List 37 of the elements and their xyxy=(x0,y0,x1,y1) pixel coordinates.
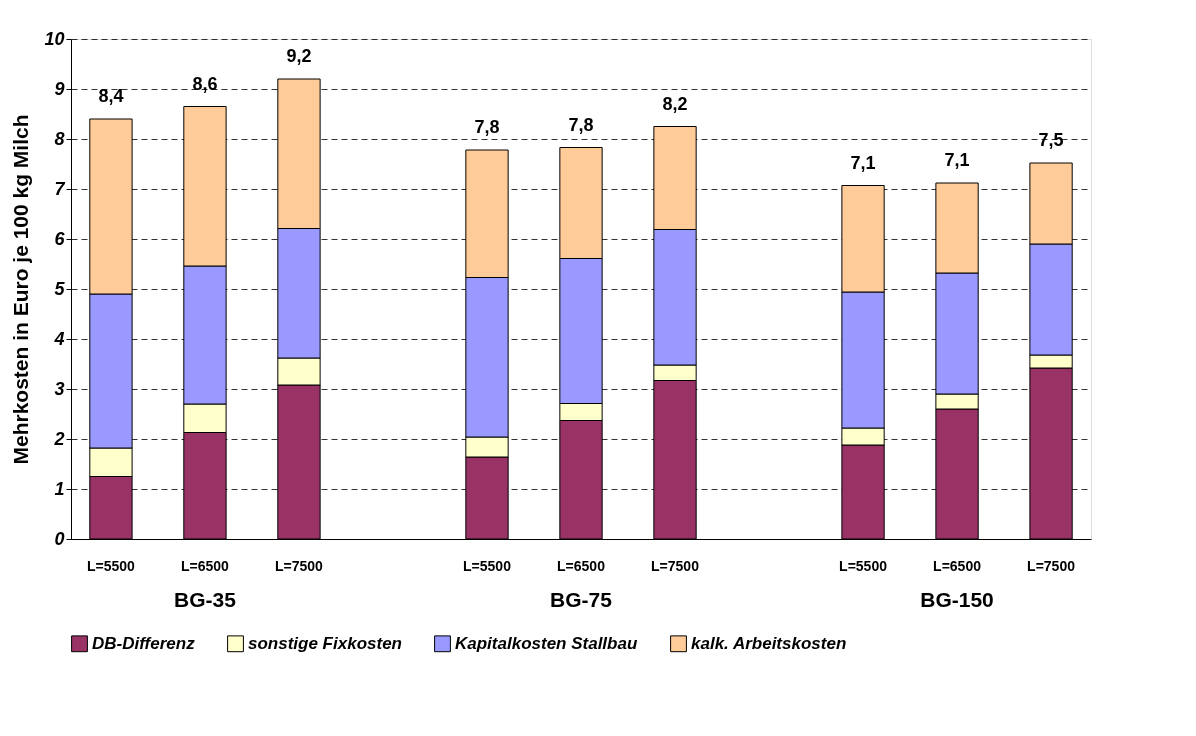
y-tick-label: 2 xyxy=(53,428,65,449)
total-label: 7,1 xyxy=(944,150,970,170)
x-tick-label: L=7500 xyxy=(651,557,700,574)
y-tick-label: 6 xyxy=(54,228,66,249)
x-tick-label: L=6500 xyxy=(933,557,982,574)
y-tick-label: 4 xyxy=(53,328,65,349)
y-tick-label: 10 xyxy=(44,28,65,49)
total-label: 7,5 xyxy=(1038,130,1064,150)
y-axis-title: Mehrkosten in Euro je 100 kg Milch xyxy=(9,114,33,465)
total-label: 9,2 xyxy=(286,46,312,66)
total-label: 8,4 xyxy=(98,86,124,106)
y-tick-label: 1 xyxy=(54,478,65,499)
legend-label: kalk. Arbeitskosten xyxy=(691,633,847,653)
total-label: 7,1 xyxy=(850,152,876,173)
total-label: 7,8 xyxy=(474,117,500,137)
x-tick-label: L=5500 xyxy=(87,557,136,574)
y-tick-label: 5 xyxy=(54,278,66,299)
total-label: 8,6 xyxy=(192,73,218,94)
text: BG-75 xyxy=(550,588,613,611)
total-label: 8,2 xyxy=(662,93,688,114)
text: BG-150 xyxy=(920,588,994,611)
y-tick-label: 8 xyxy=(54,128,65,149)
x-tick-label: L=5500 xyxy=(839,557,888,574)
x-tick-label: L=7500 xyxy=(275,557,324,574)
text: BG-35 xyxy=(174,588,237,611)
y-tick-label: 3 xyxy=(54,378,65,399)
y-tick-label: 7 xyxy=(54,178,66,199)
legend-label: Kapitalkosten Stallbau xyxy=(455,633,638,653)
x-tick-label: L=6500 xyxy=(557,557,606,574)
total-label: 7,8 xyxy=(568,114,594,135)
y-tick-label: 9 xyxy=(54,78,65,99)
x-tick-label: L=5500 xyxy=(463,557,512,574)
legend-label: DB-Differenz xyxy=(92,633,196,653)
x-tick-label: L=7500 xyxy=(1027,557,1076,574)
y-tick-label: 0 xyxy=(54,528,65,549)
legend-label: sonstige Fixkosten xyxy=(248,633,402,653)
x-tick-label: L=6500 xyxy=(181,557,230,574)
